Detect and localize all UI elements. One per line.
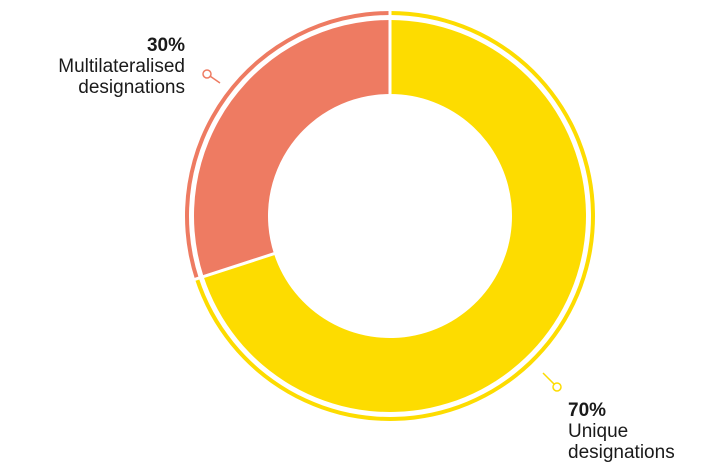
slice-name-unique-line1: Unique <box>568 421 629 442</box>
slice-name-unique-line2: designations <box>568 442 675 463</box>
slice-separator <box>192 251 277 282</box>
slice-label-multilateralised: 30% Multilateralised designations <box>58 35 185 98</box>
slice-name-multilateralised-line2: designations <box>78 77 185 98</box>
connectors-layer <box>202 69 562 392</box>
connector-dot-unique <box>552 382 562 392</box>
slice-value-unique: 70% <box>568 400 607 421</box>
connector-dot-multilateralised <box>202 69 212 79</box>
donut-slice-unique <box>203 20 586 412</box>
slice-name-multilateralised-line1: Multilateralised <box>58 56 185 77</box>
slices-layer <box>184 9 595 421</box>
slice-value-multilateralised: 30% <box>146 35 185 56</box>
donut-slice-multilateralised <box>194 20 390 277</box>
slice-label-unique: 70% Unique designations <box>568 400 675 463</box>
